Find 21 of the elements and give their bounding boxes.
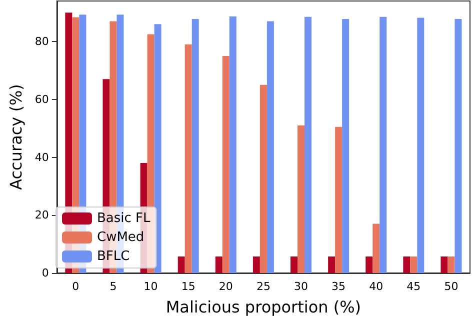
x-tick-label: 25 — [256, 280, 270, 293]
x-tick-label: 50 — [444, 280, 458, 293]
x-tick-label: 40 — [369, 280, 384, 293]
x-tick-label: 0 — [72, 280, 80, 293]
x-tick-label: 5 — [110, 280, 117, 293]
x-tick-label: 10 — [144, 280, 158, 293]
x-tick-label: 20 — [218, 280, 233, 293]
x-tick-label: 15 — [181, 280, 196, 293]
y-tick-label: 0 — [42, 266, 49, 280]
legend-label: CwMed — [97, 230, 144, 245]
x-axis-title: Malicious proportion (%) — [166, 298, 362, 316]
y-tick-label: 40 — [34, 150, 49, 164]
x-tick-label: 30 — [294, 280, 308, 293]
x-tick-label: 45 — [406, 280, 421, 293]
legend-label: BFLC — [97, 249, 130, 264]
y-tick-label: 20 — [34, 208, 49, 222]
y-axis-title: Accuracy (%) — [6, 84, 26, 190]
y-tick-label: 60 — [34, 92, 49, 106]
legend-label: Basic FL — [97, 211, 152, 226]
y-tick-label: 80 — [34, 35, 49, 48]
x-tick-label: 35 — [332, 280, 346, 293]
